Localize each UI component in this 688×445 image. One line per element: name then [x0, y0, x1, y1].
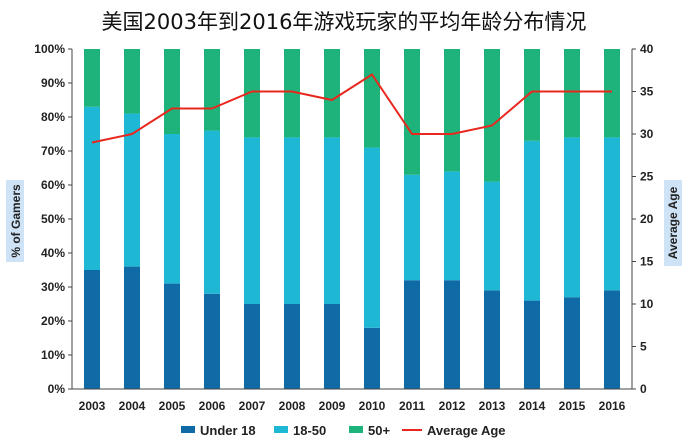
x-tick-label: 2008: [279, 399, 306, 413]
x-tick-label: 2014: [519, 399, 546, 413]
line-average-age: [91, 73, 612, 144]
y-left-axis-label: % of Gamers: [9, 184, 23, 258]
bar-18-50-2012: [444, 171, 460, 281]
x-tick-label: 2004: [119, 399, 146, 413]
bar-18-50-2016: [604, 137, 620, 291]
x-tick-label: 2012: [439, 399, 466, 413]
bar-under-18-2016: [604, 290, 620, 389]
y-left-tick-label: 10%: [41, 348, 65, 362]
y-right-tick-label: 0: [640, 382, 647, 396]
bar-18-50-2006: [204, 130, 220, 294]
bar-18-50-2007: [244, 137, 260, 304]
bar-18-50-2013: [484, 181, 500, 291]
bar-50--2004: [124, 49, 140, 114]
y-left-label-highlight: [6, 180, 24, 262]
bar-50--2005: [164, 49, 180, 134]
chart-title: 美国2003年到2016年游戏玩家的平均年龄分布情况: [101, 10, 587, 34]
legend-label-under-18: Under 18: [200, 423, 256, 438]
legend-swatch-50-: [349, 426, 363, 433]
y-left-tick-label: 80%: [41, 110, 65, 124]
y-right-tick-label: 30: [640, 127, 654, 141]
bar-50--2007: [244, 49, 260, 138]
y-right-tick-label: 10: [640, 297, 654, 311]
y-right-tick-label: 35: [640, 85, 654, 99]
y-right-axis-label: Average Age: [666, 186, 680, 259]
plot-area: 2003 2004 2005 2006 2007 2008 2009 2010 2011 2012…: [34, 42, 653, 413]
y-left-tick-label: 90%: [41, 76, 65, 90]
bar-under-18-2007: [244, 304, 260, 389]
x-tick-label: 2010: [359, 399, 386, 413]
y-left-tick-label: 100%: [34, 42, 65, 56]
bar-50--2011: [404, 49, 420, 175]
x-tick-label: 2003: [79, 399, 106, 413]
bar-18-50-2014: [524, 140, 540, 301]
bar-50--2009: [324, 49, 340, 138]
bar-under-18-2012: [444, 280, 460, 389]
y-left-tick-label: 70%: [41, 144, 65, 158]
legend-swatch-under-18: [181, 426, 195, 433]
y-left-tick-label: 40%: [41, 246, 65, 260]
y-left-tick-label: 0%: [48, 382, 66, 396]
legend-label-average-age: Average Age: [427, 423, 506, 438]
bar-under-18-2008: [284, 304, 300, 389]
bar-18-50-2005: [164, 134, 180, 284]
bar-18-50-2015: [564, 137, 580, 298]
y-right-tick-label: 15: [640, 255, 654, 269]
bar-50--2012: [444, 49, 460, 172]
bar-under-18-2009: [324, 304, 340, 389]
bar-18-50-2011: [404, 174, 420, 281]
bar-under-18-2006: [204, 293, 220, 389]
bar-50--2016: [604, 49, 620, 138]
bar-50--2013: [484, 49, 500, 182]
bar-18-50-2004: [124, 113, 140, 267]
bar-under-18-2010: [364, 327, 380, 389]
y-left-tick-label: 50%: [41, 212, 65, 226]
bar-18-50-2010: [364, 147, 380, 328]
bar-18-50-2003: [84, 106, 100, 270]
legend-label-50-: 50+: [368, 423, 390, 438]
y-left-tick-label: 30%: [41, 280, 65, 294]
bar-50--2003: [84, 49, 100, 107]
x-tick-label: 2016: [599, 399, 626, 413]
bar-18-50-2008: [284, 137, 300, 304]
x-tick-label: 2015: [559, 399, 586, 413]
x-tick-label: 2006: [199, 399, 226, 413]
bar-under-18-2013: [484, 290, 500, 389]
bar-under-18-2011: [404, 280, 420, 389]
x-tick-label: 2007: [239, 399, 266, 413]
bar-under-18-2003: [84, 270, 100, 389]
x-tick-label: 2013: [479, 399, 506, 413]
y-left-tick-label: 20%: [41, 314, 65, 328]
y-right-tick-label: 20: [640, 212, 654, 226]
bar-50--2014: [524, 49, 540, 141]
bar-50--2006: [204, 49, 220, 131]
bar-18-50-2009: [324, 137, 340, 304]
x-tick-label: 2009: [319, 399, 346, 413]
bar-50--2008: [284, 49, 300, 138]
x-tick-label: 2011: [399, 399, 425, 413]
legend-swatch-18-50: [274, 426, 288, 433]
y-left-tick-label: 60%: [41, 178, 65, 192]
y-right-tick-label: 25: [640, 170, 654, 184]
bar-under-18-2015: [564, 297, 580, 389]
y-right-label-highlight: [664, 180, 682, 266]
bar-50--2015: [564, 49, 580, 138]
bar-under-18-2004: [124, 266, 140, 389]
legend: Under 18 18-50 50+ Average Age: [181, 423, 506, 438]
x-tick-label: 2005: [159, 399, 186, 413]
y-right-tick-label: 40: [640, 42, 654, 56]
bar-under-18-2014: [524, 300, 540, 389]
legend-label-18-50: 18-50: [293, 423, 326, 438]
y-right-tick-label: 5: [640, 340, 647, 354]
bar-50--2010: [364, 49, 380, 148]
bar-under-18-2005: [164, 283, 180, 389]
